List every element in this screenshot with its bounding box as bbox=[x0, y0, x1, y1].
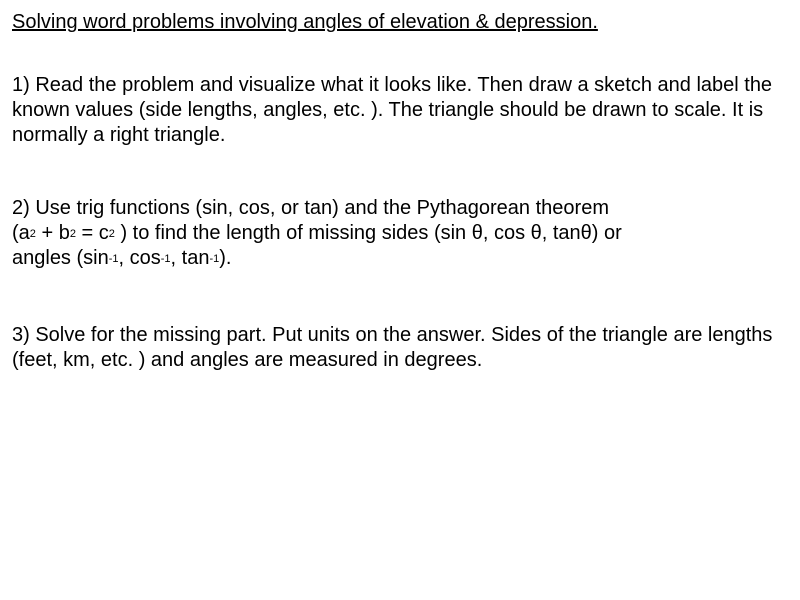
step2-angles-sin: angles (sin bbox=[12, 247, 109, 269]
exponent-neg1: -1 bbox=[209, 253, 219, 265]
step2-cos: , cos bbox=[119, 247, 161, 269]
step2-lparen: (a bbox=[12, 222, 30, 244]
exponent-2: 2 bbox=[109, 228, 115, 240]
page-title: Solving word problems involving angles o… bbox=[12, 10, 788, 35]
step2-eqc: = c bbox=[76, 222, 109, 244]
step2-end: ). bbox=[219, 247, 231, 269]
exponent-neg1: -1 bbox=[109, 253, 119, 265]
exponent-neg1: -1 bbox=[161, 253, 171, 265]
step2-plusb: + b bbox=[36, 222, 70, 244]
step-3: 3) Solve for the missing part. Put units… bbox=[12, 323, 788, 373]
step-2: 2) Use trig functions (sin, cos, or tan)… bbox=[12, 196, 788, 271]
step-1: 1) Read the problem and visualize what i… bbox=[12, 73, 788, 148]
exponent-2: 2 bbox=[30, 228, 36, 240]
step2-line1: 2) Use trig functions (sin, cos, or tan)… bbox=[12, 197, 609, 219]
step2-tan: , tan bbox=[171, 247, 210, 269]
step2-rparen: ) to find the length of missing sides (s… bbox=[115, 222, 622, 244]
exponent-2: 2 bbox=[70, 228, 76, 240]
